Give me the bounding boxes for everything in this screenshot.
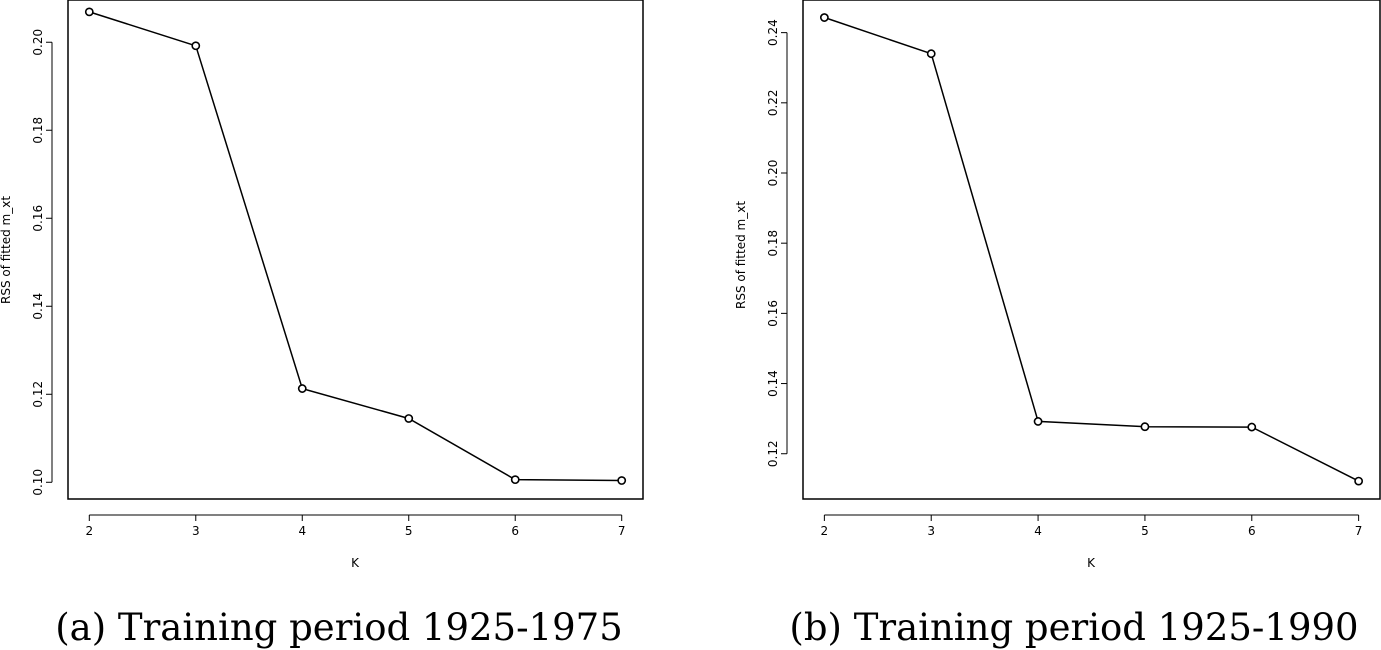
- data-point: [84, 7, 94, 17]
- x-tick-label: 7: [618, 524, 626, 538]
- x-tick-label: 5: [405, 524, 413, 538]
- data-point: [1354, 476, 1364, 486]
- x-tick-label: 5: [1141, 524, 1149, 538]
- y-tick-label: 0.14: [766, 370, 780, 397]
- data-point: [1247, 422, 1257, 432]
- chart-panel-b: 2 3 4 5 6 7 0.12 0.14 0.16 0.18 0.20 0.22 0.24 K RSS…: [734, 0, 1381, 649]
- x-tick-label: 3: [192, 524, 200, 538]
- y-tick-label: 0.24: [766, 19, 780, 46]
- y-tick-label: 0.20: [766, 160, 780, 187]
- data-point: [1033, 417, 1043, 426]
- y-tick-label: 0.20: [31, 29, 45, 56]
- x-tick-label: 4: [298, 524, 306, 538]
- x-tick-label: 6: [511, 524, 519, 538]
- y-tick-label: 0.18: [766, 230, 780, 257]
- x-tick-label: 7: [1355, 524, 1363, 538]
- y-axis-label: RSS of fitted m_xt: [734, 201, 748, 309]
- y-tick-label: 0.18: [31, 117, 45, 144]
- x-axis-label: K: [1087, 556, 1096, 570]
- x-axis-label: K: [351, 556, 360, 570]
- x-tick-label: 4: [1034, 524, 1042, 538]
- x-tick-label: 6: [1248, 524, 1256, 538]
- y-tick-label: 0.16: [31, 205, 45, 232]
- y-tick-label: 0.10: [31, 469, 45, 496]
- y-tick-label: 0.22: [766, 89, 780, 116]
- data-points: [819, 13, 1364, 486]
- plot-frame: [802, 0, 1381, 500]
- x-tick-label: 2: [85, 524, 93, 538]
- caption-b: (b) Training period 1925-1990: [789, 606, 1358, 649]
- y-tick-label: 0.12: [31, 381, 45, 408]
- y-tick-label: 0.16: [766, 300, 780, 327]
- x-tick-label: 2: [821, 524, 829, 538]
- axis-ticks: 2 3 4 5 6 7 0.12 0.14 0.16 0.18 0.20 0.22 0.24: [766, 19, 1362, 538]
- x-tick-label: 3: [927, 524, 935, 538]
- y-tick-label: 0.14: [31, 293, 45, 320]
- data-points: [84, 7, 627, 485]
- data-point: [617, 476, 627, 485]
- data-point: [297, 384, 307, 393]
- y-axis-label: RSS of fitted m_xt: [0, 196, 13, 304]
- data-point: [926, 49, 936, 59]
- axis-ticks: 2 3 4 5 6 7 0.10 0.12 0.14 0.16 0.18 0.20: [31, 29, 626, 538]
- data-point: [510, 475, 520, 485]
- series-line: [824, 16, 1359, 482]
- data-point: [819, 13, 829, 22]
- y-tick-label: 0.12: [766, 440, 780, 467]
- series-line: [89, 11, 622, 482]
- plot-frame: [67, 0, 644, 500]
- data-point: [1140, 422, 1150, 432]
- caption-a: (a) Training period 1925-1975: [55, 606, 623, 649]
- chart-panel-a: 2 3 4 5 6 7 0.10 0.12 0.14 0.16 0.18 0.20 K RSS of …: [0, 0, 644, 649]
- data-point: [404, 414, 414, 423]
- data-point: [191, 41, 201, 51]
